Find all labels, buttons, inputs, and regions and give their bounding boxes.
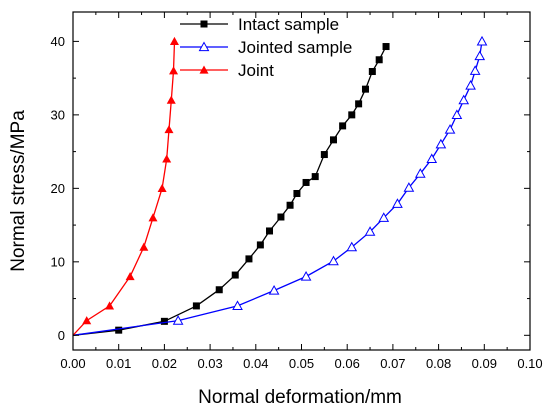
data-point — [169, 36, 179, 45]
legend-entry: Jointed sample — [180, 38, 352, 57]
data-point — [125, 272, 135, 281]
data-point — [245, 255, 253, 263]
data-point — [172, 315, 184, 325]
series-line — [72, 41, 176, 336]
x-tick-label: 0.09 — [472, 356, 497, 371]
data-point — [329, 136, 337, 144]
data-point — [361, 85, 369, 93]
series-jointed-sample — [72, 35, 488, 336]
x-tick-label: 0.04 — [243, 356, 268, 371]
axes: 0.00 0.01 0.02 0.03 0.04 0.05 0.06 0.07 0.08 0.09… — [51, 11, 543, 371]
data-point — [115, 326, 123, 334]
data-point — [232, 300, 243, 311]
data-point — [286, 201, 294, 209]
data-point — [451, 109, 463, 119]
data-point — [166, 95, 176, 104]
legend-entry: Intact sample — [180, 15, 339, 34]
data-point — [364, 226, 376, 236]
x-tick-label: 0.02 — [152, 356, 177, 371]
data-point — [164, 125, 174, 134]
y-axis-title: Normal stress/MPa — [8, 110, 29, 272]
data-point — [474, 50, 486, 61]
x-tick-label: 0.01 — [106, 356, 131, 371]
data-point — [268, 284, 280, 295]
data-point — [105, 301, 115, 310]
data-point — [139, 242, 149, 251]
x-tick-label: 0.05 — [289, 356, 314, 371]
data-point — [378, 212, 390, 222]
data-point — [266, 227, 274, 235]
data-point — [465, 79, 476, 90]
data-point — [300, 270, 312, 281]
x-axis-title: Normal deformation/mm — [198, 387, 402, 408]
plot-frame — [72, 11, 531, 351]
data-point — [192, 302, 200, 310]
data-point — [403, 182, 415, 192]
data-point — [311, 173, 319, 181]
data-point — [414, 168, 426, 178]
y-tick-label: 10 — [51, 254, 65, 269]
legend-label: Joint — [238, 61, 274, 80]
data-point — [348, 111, 356, 119]
x-tick-label: 0.10 — [517, 356, 542, 371]
data-point — [320, 151, 328, 159]
data-point — [476, 35, 488, 46]
y-tick-label: 40 — [51, 34, 65, 49]
legend-label: Intact sample — [238, 15, 339, 34]
data-point — [382, 43, 390, 51]
x-tick-label: 0.03 — [197, 356, 222, 371]
data-point — [302, 178, 310, 186]
x-tick-label: 0.06 — [335, 356, 360, 371]
data-point — [256, 241, 264, 249]
data-point — [157, 183, 167, 192]
data-point — [148, 213, 158, 222]
data-point — [392, 198, 403, 208]
data-point — [215, 286, 223, 294]
data-point — [435, 138, 447, 149]
data-point — [328, 255, 339, 266]
legend-marker — [200, 20, 208, 28]
data-point — [169, 66, 179, 75]
data-point — [277, 213, 285, 221]
y-tick-label: 30 — [51, 107, 65, 122]
plot-area — [72, 35, 488, 336]
data-point — [162, 154, 172, 163]
data-point — [293, 189, 301, 197]
legend-marker — [199, 65, 209, 74]
x-tick-label: 0.08 — [426, 356, 451, 371]
data-point — [458, 94, 470, 105]
legend-marker — [198, 41, 210, 52]
data-point — [426, 153, 438, 164]
data-point — [375, 56, 383, 64]
data-point — [231, 271, 239, 279]
data-point — [339, 122, 347, 130]
legend-label: Jointed sample — [238, 38, 352, 57]
data-point — [469, 65, 481, 75]
data-point — [444, 124, 456, 134]
data-point — [368, 68, 376, 76]
series-intact-sample — [72, 43, 390, 336]
legend: Intact sample Jointed sample Joint — [180, 15, 352, 80]
data-point — [160, 317, 168, 325]
series-joint — [72, 36, 179, 336]
data-point — [355, 100, 363, 108]
data-point — [82, 316, 92, 325]
y-tick-label: 20 — [51, 181, 65, 196]
y-tick-label: 0 — [58, 328, 65, 343]
legend-entry: Joint — [180, 61, 274, 80]
x-tick-label: 0.07 — [380, 356, 405, 371]
x-tick-label: 0.00 — [60, 356, 85, 371]
data-point — [346, 241, 358, 252]
